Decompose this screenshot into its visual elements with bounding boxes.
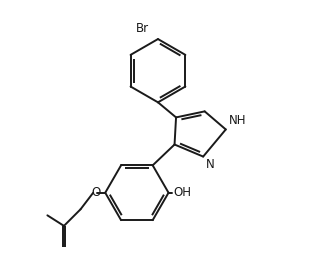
Text: Br: Br <box>136 22 149 34</box>
Text: OH: OH <box>173 186 191 199</box>
Text: O: O <box>91 186 100 199</box>
Text: N: N <box>206 158 215 171</box>
Text: NH: NH <box>229 114 246 127</box>
